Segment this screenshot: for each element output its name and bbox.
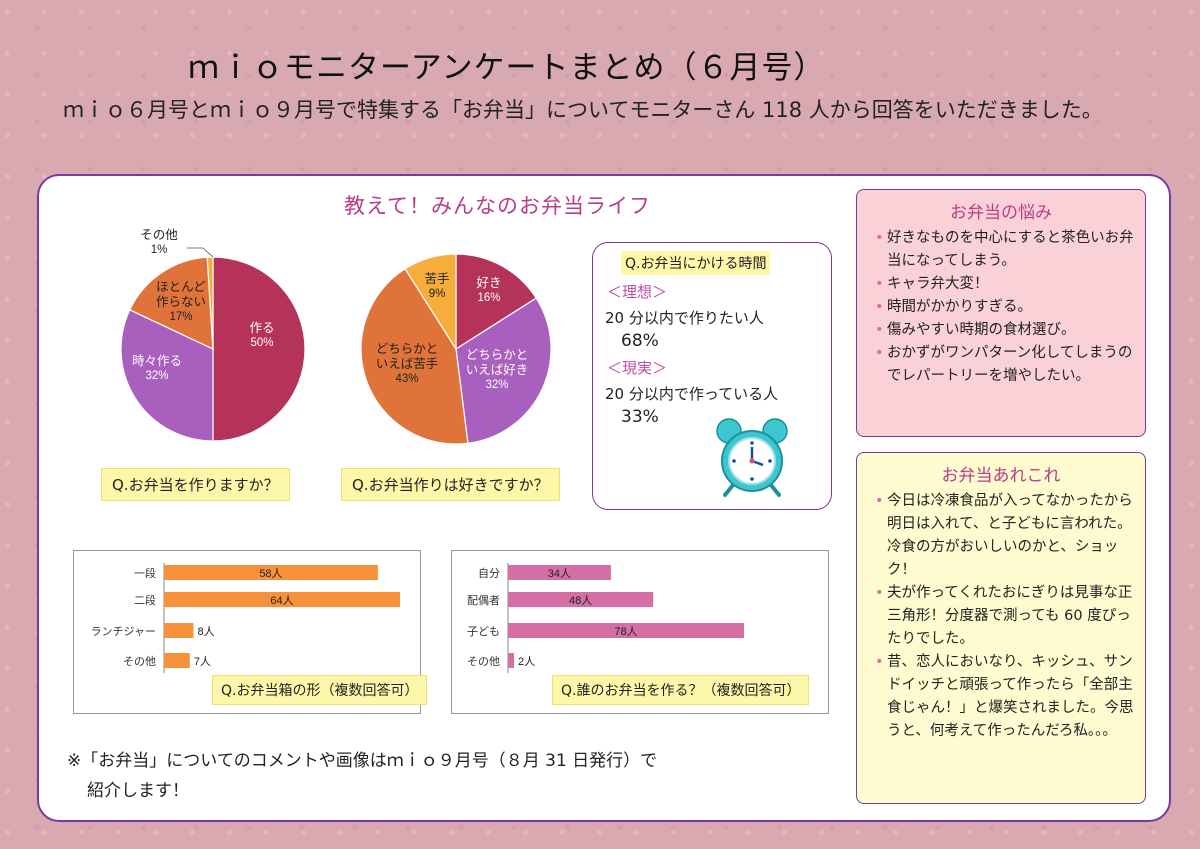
list-item: 好きなものを中心にすると茶色いお弁当になってしまう。	[875, 227, 1135, 273]
real-percent: 33%	[621, 407, 659, 427]
real-label: ＜現実＞	[607, 359, 668, 377]
list-item: 夫が作ってくれたおにぎりは見事な正三角形！分度器で測っても 60 度ぴったりでし…	[875, 582, 1135, 651]
pie-chart-like-bento	[360, 253, 552, 445]
page-subtitle: ｍｉｏ６月号とｍｉｏ９月号で特集する「お弁当」についてモニターさん 118 人か…	[63, 98, 1103, 122]
pie2-label-somewhat-dislike: どちらかと いえば苦手 43%	[375, 342, 439, 385]
pie1-label-sometimes: 時々作る 32%	[131, 354, 182, 382]
bar1-question: Q.お弁当箱の形（複数回答可）	[212, 675, 428, 705]
bar1-tick-label: 二段	[134, 593, 156, 607]
bar1-tick-label: その他	[123, 655, 156, 668]
bar1-data-label: 7人	[194, 655, 211, 668]
bar2-tick-label: 自分	[478, 567, 500, 580]
bar2-bar-1	[508, 592, 654, 607]
footnote-line1: ※「お弁当」についてのコメントや画像はｍｉｏ９月号（８月 31 日発行）で	[67, 751, 658, 771]
pie1-slice-2	[128, 256, 214, 350]
bar1-bar-0	[164, 565, 378, 580]
bar2-data-label: 78人	[614, 625, 637, 638]
pie2-slice-1	[455, 297, 552, 444]
pie1-label-other: その他 1%	[140, 228, 178, 256]
worries-list: 好きなものを中心にすると茶色いお弁当になってしまう。 キャラ弁大変！ 時間がかか…	[857, 227, 1145, 388]
bar1-bar-2	[164, 623, 194, 638]
pie2-slice-0	[455, 253, 538, 351]
time-question: Q.お弁当にかける時間	[621, 251, 771, 275]
bar2-data-label: 48人	[569, 594, 592, 607]
bar2-tick-label: 配偶者	[467, 594, 500, 607]
worries-box: お弁当の悩み 好きなものを中心にすると茶色いお弁当になってしまう。 キャラ弁大変…	[856, 189, 1146, 437]
bar2-bar-0	[508, 565, 611, 580]
pie2-slice-3	[404, 253, 457, 352]
pie2-question: Q.お弁当作りは好きですか？	[341, 468, 560, 501]
bar2-data-label: 34人	[548, 567, 571, 580]
bar-chart-box-shape: 一段 58人二段 64人ランチジャー 8人その他 7人 Q.お弁当箱の形（複数回答可）	[73, 550, 428, 714]
list-item: 時間がかかりすぎる。	[875, 296, 1135, 319]
ideal-text: 20 分以内で作りたい人	[605, 309, 764, 327]
bar2-data-label: 2人	[518, 655, 535, 668]
pie1-slice-1	[120, 309, 214, 442]
pie1-leader-line	[187, 247, 214, 258]
pie1-slice-0	[212, 256, 306, 442]
pie1-label-rarely: ほとんど 作らない 17%	[155, 280, 206, 323]
ideal-label: ＜理想＞	[607, 283, 668, 301]
pie2-label-like: 好き 16%	[476, 276, 502, 304]
page-title: ｍｉｏモニターアンケートまとめ（６月号）	[188, 50, 826, 86]
list-item: 今日は冷凍食品が入ってなかったから明日は入れて、と子どもに言われた。冷食の方がお…	[875, 490, 1135, 582]
panel-heading: 教えて！みんなのお弁当ライフ	[344, 194, 651, 218]
bar1-data-label: 64人	[270, 594, 293, 607]
misc-list: 今日は冷凍食品が入ってなかったから明日は入れて、と子どもに言われた。冷食の方がお…	[857, 490, 1145, 743]
real-text: 20 分以内で作っている人	[605, 385, 779, 403]
bar2-tick-label: 子ども	[467, 625, 500, 638]
bar-chart-for-whom: 自分 34人配偶者 48人子ども 78人その他 2人 Q.誰のお弁当を作る？（複数回答可…	[451, 550, 829, 714]
bar2-question: Q.誰のお弁当を作る？（複数回答可）	[552, 675, 810, 705]
bar1-data-label: 8人	[198, 625, 215, 638]
misc-title: お弁当あれこれ	[941, 466, 1061, 486]
pie2-slice-2	[360, 267, 469, 445]
list-item: 傷みやすい時期の食材選び。	[875, 319, 1135, 342]
footnote: ※「お弁当」についてのコメントや画像はｍｉｏ９月号（８月 31 日発行）で 紹介…	[67, 746, 657, 806]
worries-title: お弁当の悩み	[950, 203, 1052, 223]
bar2-bar-2	[508, 623, 744, 638]
list-item: 昔、恋人においなり、キッシュ、サンドイッチと頑張って作ったら「全部主食じゃん！」…	[875, 651, 1135, 743]
list-item: おかずがワンパターン化してしまうのでレパートリーを増やしたい。	[875, 342, 1135, 388]
alarm-clock-icon	[716, 418, 788, 497]
pie2-label-somewhat-like: どちらかと いえば好き 32%	[465, 348, 529, 391]
pie2-label-dislike: 苦手 9%	[424, 272, 450, 300]
bar1-bar-3	[164, 653, 190, 668]
list-item: キャラ弁大変！	[875, 273, 1135, 296]
footnote-line2: 紹介します！	[87, 781, 189, 801]
survey-panel: 教えて！みんなのお弁当ライフ 作る 50% 時々作る 32% ほとんど 作らない…	[37, 174, 1171, 822]
bar1-tick-label: ランチジャー	[91, 625, 156, 638]
misc-box: お弁当あれこれ 今日は冷凍食品が入ってなかったから明日は入れて、と子どもに言われ…	[856, 452, 1146, 804]
bar1-tick-label: 一段	[134, 566, 156, 580]
pie-chart-make-bento	[120, 247, 306, 442]
bar1-data-label: 58人	[259, 567, 282, 580]
time-box: Q.お弁当にかける時間 ＜理想＞ 20 分以内で作りたい人 68% ＜現実＞ 2…	[592, 242, 832, 510]
pie1-label-make: 作る 50%	[249, 321, 275, 349]
bar2-tick-label: その他	[467, 655, 500, 668]
pie1-question: Q.お弁当を作りますか？	[101, 468, 290, 501]
bar1-bar-1	[164, 592, 400, 607]
ideal-percent: 68%	[621, 331, 659, 351]
bar2-bar-3	[508, 653, 515, 668]
